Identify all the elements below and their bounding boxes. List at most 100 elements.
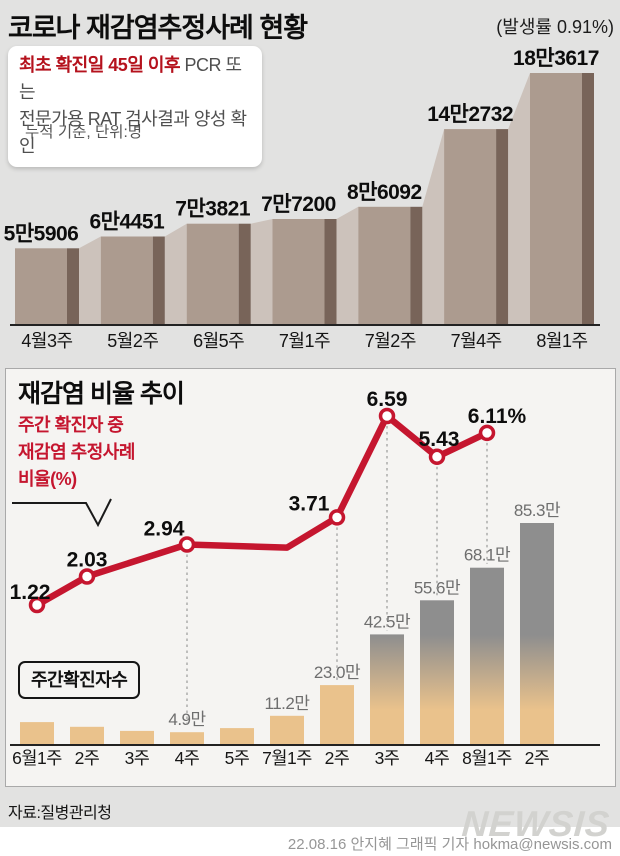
ratio-point-value: 6.59 [367,388,408,411]
weekly-bar [370,634,404,745]
ratio-x-tick: 4주 [175,748,200,768]
cum-slope-segment [250,219,273,325]
ratio-x-tick: 6월1주 [12,748,62,768]
cum-bar-value: 7만3821 [175,198,251,221]
cum-bar [530,73,582,325]
cum-bar [272,219,325,325]
weekly-bar-value: 4.9만 [168,710,206,729]
ratio-x-tick: 7월1주 [262,748,312,768]
ratio-point-marker [478,424,496,442]
cum-bar [358,206,411,325]
credit-line: 22.08.16 안지혜 그래픽 기자 hokma@newsis.com [287,836,612,853]
cum-bar [100,236,153,325]
ratio-x-tick: 2주 [75,748,100,768]
ratio-point-marker [178,536,196,553]
ratio-x-tick: 2주 [525,748,550,768]
cum-bar [186,223,239,325]
ratio-x-tick: 8월1주 [462,748,512,768]
ratio-point-marker [328,509,346,526]
unit-note: 누적 기준, 단위:명 [25,124,143,141]
cum-bar-shade [152,236,165,325]
ratio-x-tick: 2주 [325,748,350,768]
ratio-x-tick: 4주 [425,748,450,768]
note-callout-line [12,498,112,528]
cumulative-step-chart: 5만5906 4월3주 6만4451 5월2주 7만3821 6월5주 7만7200 7월1주… [4,47,600,351]
weekly-bar-value: 42.5만 [364,612,411,631]
cum-bar-shade [496,129,509,325]
ratio-note-line3: 비율(%) [18,469,77,489]
ratio-x-tick: 3주 [375,748,400,768]
definition-highlight: 최초 확진일 45일 이후 [19,55,181,75]
cum-bar-value: 6만4451 [89,211,165,234]
weekly-bar [170,732,204,745]
ratio-point-marker [28,596,46,614]
cum-bar-value: 14만2732 [427,103,513,126]
weekly-bar [420,600,454,745]
cum-slope-segment [508,73,530,325]
cum-bar [15,248,67,325]
cum-bar-shade [67,248,79,325]
weekly-bar-value: 68.1만 [464,546,511,565]
ratio-point-value: 2.94 [144,518,185,541]
ratio-point-marker [78,568,96,585]
ratio-point-value: 2.03 [67,549,108,572]
cum-bar-value: 7만7200 [261,193,336,216]
weekly-bar [120,730,154,745]
ratio-note-line1: 주간 확진자 중 [18,415,124,435]
cum-x-tick: 8월1주 [536,331,587,351]
cum-bar-value: 8만6092 [347,181,422,204]
ratio-point-value: 6.11% [468,405,527,428]
cum-bar-shade [238,223,251,325]
ratio-x-tick: 5주 [225,748,250,768]
cum-x-tick: 7월1주 [279,331,330,351]
weekly-bar-value: 55.6만 [414,578,461,597]
weekly-bar [70,726,104,745]
weekly-bar-value: 11.2만 [265,694,311,713]
ratio-x-tick: 3주 [125,748,150,768]
source-note: 자료:질병관리청 [8,805,112,822]
cum-bar-shade [410,206,423,325]
cum-x-tick: 7월4주 [451,331,502,351]
ratio-point-marker [378,407,396,425]
weekly-bar-value: 85.3만 [514,501,561,520]
weekly-bar [270,715,304,745]
cum-x-tick: 5월2주 [107,331,158,351]
incidence-note: (발생률 0.91%) [496,17,614,37]
cum-slope-segment [422,129,445,325]
cum-bar-value: 18만3617 [513,47,599,70]
weekly-bar [220,728,254,745]
definition-line1: 최초 확진일 45일 이후 PCR 또는 [19,52,251,106]
weekly-bar-value: 23.0만 [314,663,361,682]
ratio-point-value: 5.43 [419,428,460,451]
cum-bar-shade [324,219,337,325]
cum-slope-segment [79,236,101,325]
cum-x-tick: 4월3주 [21,331,72,351]
ratio-line [33,412,491,609]
ratio-point-marker [428,448,446,466]
weekly-bar [20,722,54,745]
weekly-bar [470,567,504,745]
cum-bar-shade [582,73,594,325]
weekly-cases-legend: 주간확진자수 [18,661,141,699]
ratio-note-line2: 재감염 추정사례 [18,442,135,462]
weekly-bar [520,523,554,745]
ratio-note: 주간 확진자 중 재감염 추정사례 비율(%) [18,412,135,493]
ratio-point-value: 3.71 [289,492,330,515]
weekly-bar [320,685,354,745]
cum-bar-value: 5만5906 [4,222,79,245]
definition-rest: PCR 또는 [19,55,242,102]
ratio-panel-title: 재감염 비율 추이 [18,380,185,408]
cum-x-tick: 7월2주 [365,331,416,351]
cum-slope-segment [164,223,187,325]
ratio-point-value: 1.22 [10,581,51,604]
cum-slope-segment [336,206,359,325]
cum-x-tick: 6월5주 [193,331,244,351]
ratio-panel [5,368,616,787]
cum-bar [444,129,497,325]
footer-strip [0,827,620,856]
definition-line2: 전문가용 RAT 검사결과 양성 확인 [19,109,247,156]
page-title: 코로나 재감염추정사례 현황 [8,13,308,43]
definition-box: 최초 확진일 45일 이후 PCR 또는 전문가용 RAT 검사결과 양성 확인 [8,46,262,167]
